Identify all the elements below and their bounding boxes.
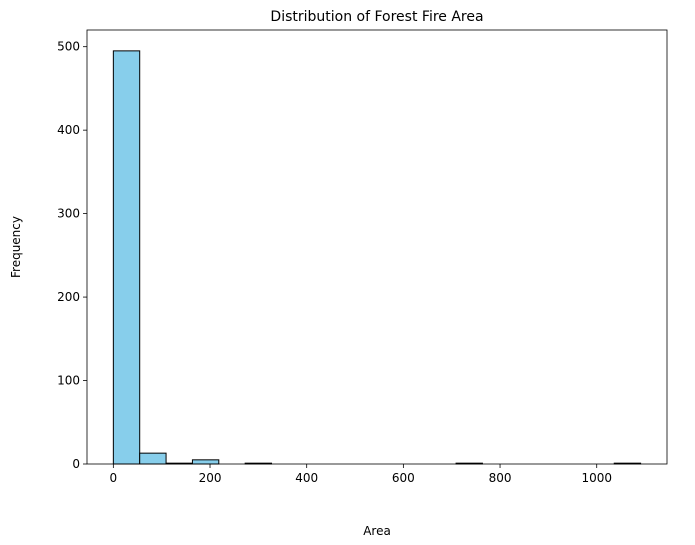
x-tick-label: 0 [110,471,118,485]
x-tick-label: 200 [199,471,222,485]
y-tick-label: 500 [57,40,80,54]
y-axis-ticks: 0 100 200 300 400 500 [57,40,87,471]
plot-area-frame [86,29,668,465]
x-axis-label: Area [363,524,391,538]
x-tick-label: 1000 [581,471,612,485]
x-tick-label: 800 [489,471,512,485]
x-axis-ticks: 0 200 400 600 800 1000 [110,464,612,485]
histogram-bar [112,50,141,465]
y-tick-label: 300 [57,207,80,221]
y-tick-label: 0 [72,457,80,471]
x-tick-label: 600 [392,471,415,485]
y-axis-label: Frequency [9,216,23,278]
chart-title: Distribution of Forest Fire Area [270,9,483,25]
y-tick-label: 100 [57,374,80,388]
y-tick-label: 200 [57,290,80,304]
histogram-bar [139,452,167,465]
histogram-bar [191,459,220,465]
x-tick-label: 400 [295,471,318,485]
y-tick-label: 400 [57,123,80,137]
histogram-bars [112,50,642,465]
